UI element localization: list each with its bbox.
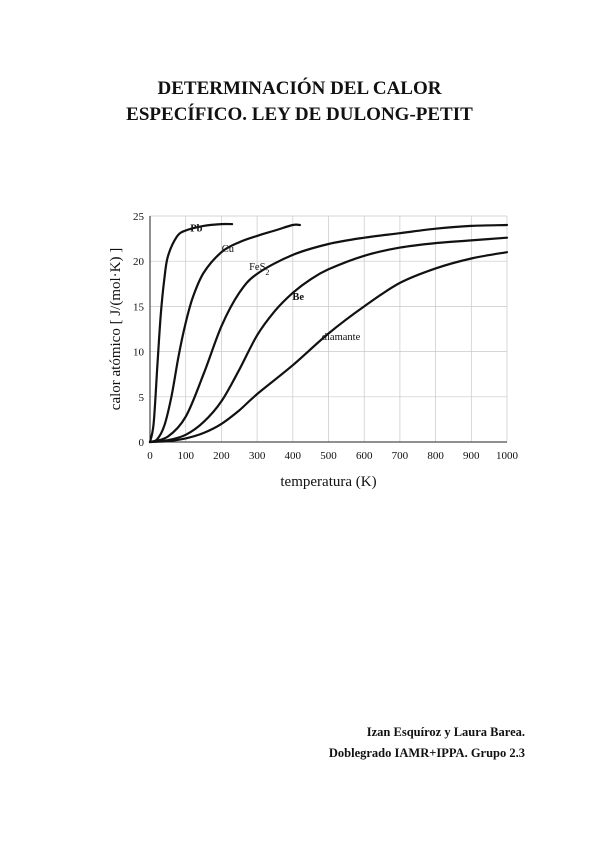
x-tick-label: 1000: [496, 450, 519, 462]
x-tick-label: 700: [392, 450, 409, 462]
x-tick-label: 900: [463, 450, 480, 462]
series-label: diamante: [322, 332, 361, 343]
series-line-be: [148, 236, 509, 444]
authors-course: Doblegrado IAMR+IPPA. Grupo 2.3: [328, 746, 525, 760]
x-tick-label: 500: [320, 450, 337, 462]
x-tick-label: 300: [249, 450, 266, 462]
title-line-2: ESPECÍFICO. LEY DE DULONG-PETIT: [126, 104, 473, 125]
x-tick-label: 600: [356, 450, 373, 462]
x-tick-label: 0: [147, 450, 153, 462]
y-tick-label: 15: [133, 301, 145, 313]
y-tick-label: 25: [133, 211, 145, 223]
authors-names: Izan Esquíroz y Laura Barea.: [366, 725, 525, 739]
series-label: Cu: [222, 244, 235, 255]
y-axis-label: calor atómico [ J/(mol·K) ]: [108, 248, 124, 410]
series-label: Be: [292, 292, 304, 303]
series-line-diamante: [148, 251, 509, 444]
x-tick-label: 800: [427, 450, 444, 462]
title-line-1: DETERMINACIÓN DEL CALOR: [157, 78, 442, 99]
series-line-fes2: [148, 223, 509, 444]
document-title: DETERMINACIÓN DEL CALOR ESPECÍFICO. LEY …: [0, 76, 599, 128]
series-label: FeS2: [249, 262, 269, 277]
x-tick-label: 100: [177, 450, 194, 462]
x-tick-label: 200: [213, 450, 230, 462]
y-tick-label: 5: [139, 392, 145, 404]
series-line-pb: [148, 222, 234, 444]
chart-svg: 0 100 200 300 400 500 600 700 800 900 1000 0 5 10 15 20…: [108, 211, 519, 490]
series-line-cu: [148, 223, 301, 444]
y-tick-label: 10: [133, 347, 145, 359]
y-tick-label: 20: [133, 256, 145, 268]
authors-block: Izan Esquíroz y Laura Barea. Doblegrado …: [329, 722, 525, 764]
specific-heat-chart: 0 100 200 300 400 500 600 700 800 900 1000 0 5 10 15 20…: [100, 200, 530, 500]
x-axis-label: temperatura (K): [280, 474, 376, 490]
x-tick-label: 400: [285, 450, 302, 462]
y-tick-label: 0: [139, 437, 145, 449]
series-label: Pb: [190, 223, 202, 234]
